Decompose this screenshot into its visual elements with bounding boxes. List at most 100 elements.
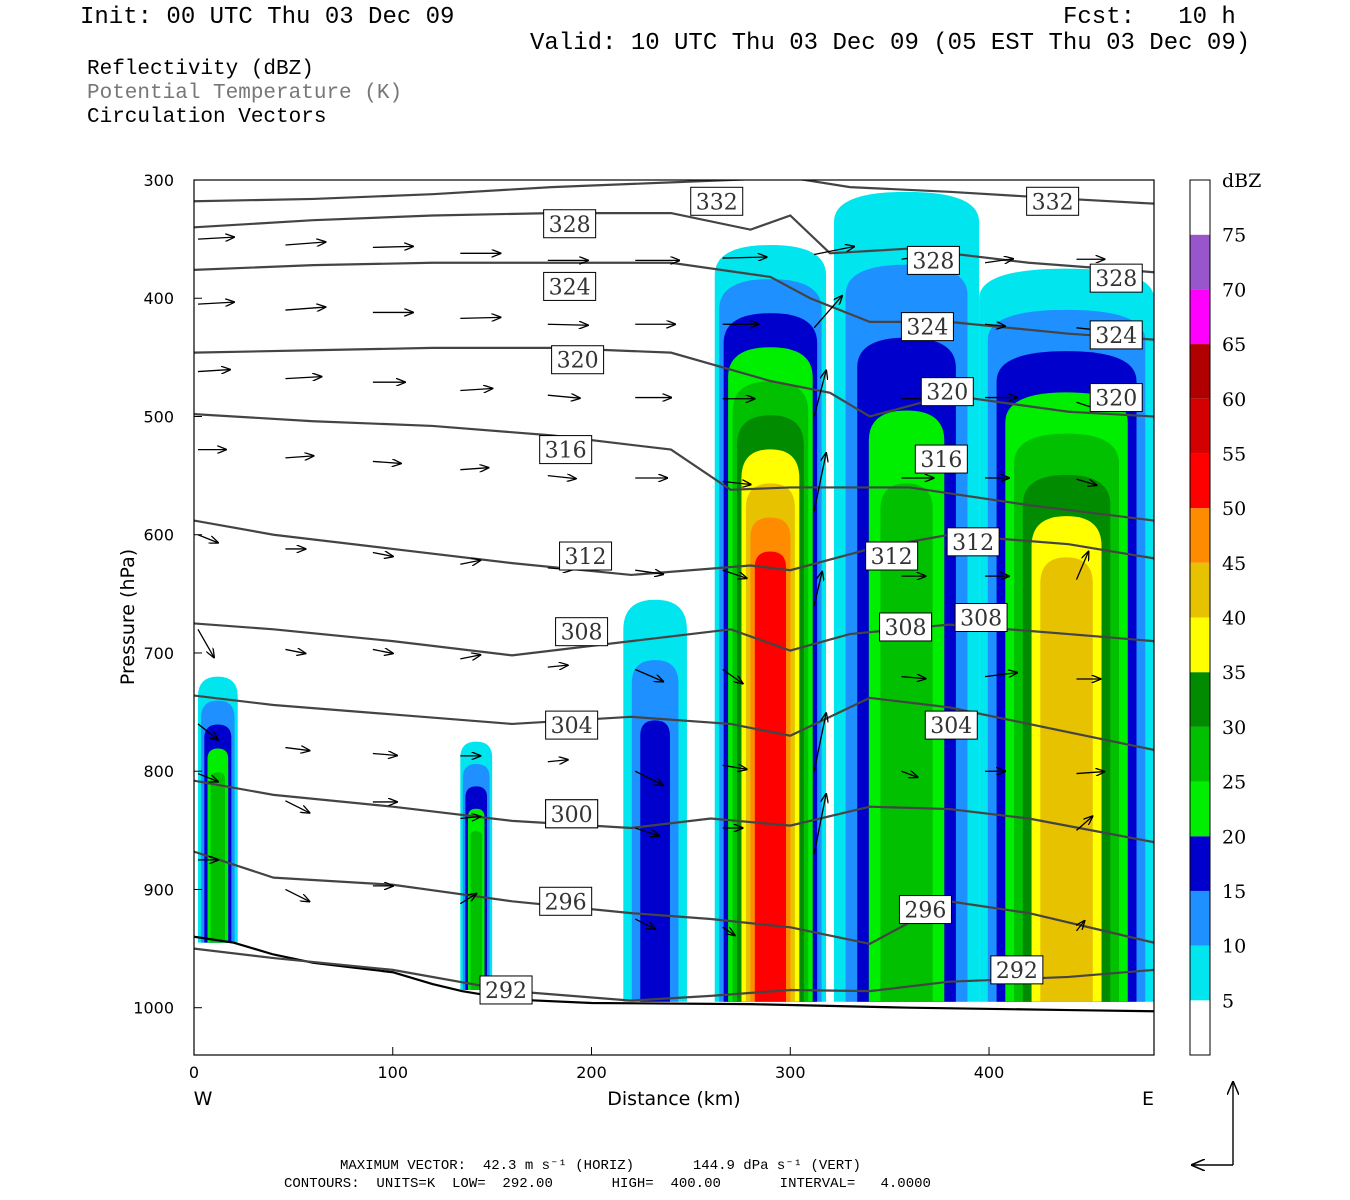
colorbar-segment-1: [1190, 945, 1210, 1001]
colorbar-label-30: 30: [1222, 717, 1246, 739]
max-vector-note: MAXIMUM VECTOR: 42.3 m s⁻¹ (HORIZ) 144.9…: [340, 1158, 861, 1174]
vector-40: [813, 453, 826, 512]
y-axis-title: Pressure (hPa): [117, 549, 139, 685]
contour-label-box-23: [539, 886, 593, 916]
contour-label-box-0: [690, 186, 744, 216]
contour-label-19: 304: [551, 714, 593, 739]
contour-316: [194, 413, 1154, 522]
x-tick-label-300: 300: [775, 1063, 806, 1082]
contour-label-2: 328: [549, 213, 591, 238]
vector-68: [372, 753, 397, 755]
vector-74: [901, 771, 918, 777]
vector-56: [285, 649, 305, 653]
contour-label-box-11: [539, 435, 593, 465]
contour-label-box-7: [1089, 320, 1143, 350]
vector-47: [460, 560, 480, 564]
vector-49: [635, 570, 663, 574]
contour-label-box-22: [545, 799, 599, 829]
colorbar-label-55: 55: [1222, 443, 1246, 465]
contour-label-box-26: [990, 955, 1044, 985]
contour-332: [194, 180, 1154, 205]
contour-label-6: 324: [906, 316, 948, 341]
vector-2: [372, 246, 413, 247]
contour-label-box-5: [543, 271, 597, 301]
contour-label-box-8: [551, 345, 605, 375]
vector-18: [813, 296, 842, 329]
contour-label-box-20: [924, 710, 978, 740]
vector-55: [197, 629, 214, 657]
contour-label-22: 300: [551, 803, 593, 828]
vector-66: [197, 723, 218, 740]
contour-label-box-18: [954, 603, 1008, 632]
colorbar-unit: dBZ: [1222, 170, 1261, 192]
west-label: W: [194, 1088, 213, 1110]
vector-15: [547, 324, 588, 325]
colorbar-segment-12: [1190, 344, 1210, 399]
contour-292: [194, 947, 1154, 1002]
colorbar-label-45: 45: [1222, 553, 1246, 575]
contour-label-box-6: [900, 312, 954, 342]
x-axis: 0 100 200 300 400: [189, 1047, 1004, 1082]
y-tick-label-300: 300: [143, 171, 174, 190]
vector-58: [460, 655, 480, 659]
x-tick-label-200: 200: [576, 1063, 607, 1082]
contour-label-box-12: [914, 444, 968, 474]
y-tick-label-400: 400: [143, 289, 174, 308]
vector-23: [285, 377, 321, 379]
vector-84: [1076, 816, 1092, 831]
y-tick-label-900: 900: [143, 880, 174, 899]
vector-64: [984, 673, 1017, 677]
contour-label-box-19: [545, 710, 599, 740]
vector-50: [722, 569, 747, 578]
vector-44: [197, 534, 218, 543]
colorbar-label-50: 50: [1222, 498, 1246, 520]
colorbar-segment-13: [1190, 289, 1210, 345]
contour-320: [194, 346, 1154, 418]
contour-label-box-9: [920, 377, 974, 407]
x-tick-label-100: 100: [377, 1063, 408, 1082]
vector-26: [547, 395, 580, 398]
colorbar-segment-15: [1190, 180, 1210, 235]
vector-1: [285, 242, 325, 245]
reflectivity-band-2-15: [640, 720, 670, 1002]
colorbar-label-15: 15: [1222, 881, 1246, 903]
vector-76: [1076, 772, 1104, 774]
vector-46: [372, 552, 393, 556]
colorbar-segment-14: [1190, 234, 1210, 290]
contour-label-12: 316: [920, 448, 962, 473]
field-circulation-vectors: Circulation Vectors: [87, 106, 327, 129]
reflectivity-band-1-25: [470, 831, 482, 990]
vector-92: [1076, 921, 1084, 932]
init-time: Init: 00 UTC Thu 03 Dec 09: [80, 4, 455, 31]
reflectivity-band-5-40: [1040, 557, 1093, 1002]
vector-90: [634, 918, 655, 929]
reflectivity-band-3-50: [754, 551, 786, 1002]
vector-6: [722, 257, 767, 258]
east-label: E: [1142, 1088, 1154, 1110]
vector-85: [197, 772, 218, 782]
vector-67: [285, 748, 309, 751]
vector-35: [372, 461, 401, 463]
vector-9: [984, 259, 1013, 263]
vector-7: [813, 246, 854, 256]
contour-label-13: 312: [565, 545, 607, 570]
vector-39: [722, 482, 751, 485]
colorbar-segment-9: [1190, 508, 1210, 563]
colorbar-segment-5: [1190, 726, 1210, 782]
colorbar-label-20: 20: [1222, 826, 1246, 848]
vector-29: [813, 370, 826, 417]
vector-37: [547, 476, 576, 479]
colorbar-segment-3: [1190, 836, 1210, 891]
contour-label-26: 292: [996, 959, 1038, 984]
contour-label-1: 332: [1032, 190, 1074, 215]
vector-86: [285, 888, 309, 901]
colorbar-segment-7: [1190, 617, 1210, 673]
vector-12: [285, 307, 325, 310]
contour-324: [194, 261, 1154, 341]
vector-88: [459, 894, 476, 905]
contour-label-box-2: [543, 209, 597, 239]
colorbar-label-25: 25: [1222, 772, 1246, 794]
vector-14: [460, 317, 500, 318]
valid-time: Valid: 10 UTC Thu 03 Dec 09 (05 EST Thu …: [530, 30, 1251, 57]
